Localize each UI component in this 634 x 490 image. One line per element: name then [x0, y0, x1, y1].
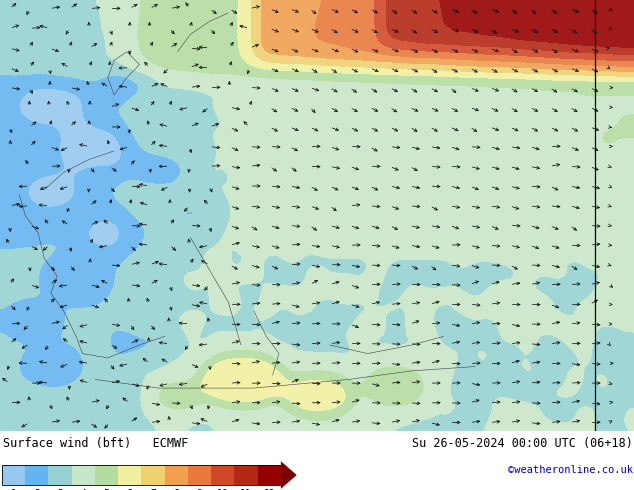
Polygon shape — [281, 461, 297, 489]
Text: 6: 6 — [127, 489, 133, 490]
Text: 10: 10 — [217, 489, 229, 490]
Bar — [72, 465, 95, 485]
Bar — [235, 465, 257, 485]
Bar — [141, 465, 165, 485]
Bar — [25, 465, 48, 485]
Bar — [118, 465, 141, 485]
Text: 3: 3 — [57, 489, 63, 490]
Text: 4: 4 — [81, 489, 86, 490]
Text: 7: 7 — [150, 489, 156, 490]
Bar — [95, 465, 118, 485]
Text: ©weatheronline.co.uk: ©weatheronline.co.uk — [508, 466, 633, 475]
Bar — [165, 465, 188, 485]
Bar — [48, 465, 72, 485]
Text: 1: 1 — [11, 489, 16, 490]
Text: 8: 8 — [173, 489, 179, 490]
Bar — [257, 465, 281, 485]
Text: 12: 12 — [263, 489, 275, 490]
Bar — [2, 465, 25, 485]
Text: 11: 11 — [240, 489, 252, 490]
Bar — [2, 465, 281, 485]
Text: 2: 2 — [34, 489, 40, 490]
Text: 9: 9 — [197, 489, 202, 490]
Text: 5: 5 — [103, 489, 110, 490]
Bar — [188, 465, 211, 485]
Bar — [211, 465, 235, 485]
Text: Su 26-05-2024 00:00 UTC (06+18): Su 26-05-2024 00:00 UTC (06+18) — [412, 437, 633, 450]
Text: Surface wind (bft)   ECMWF: Surface wind (bft) ECMWF — [3, 437, 188, 450]
